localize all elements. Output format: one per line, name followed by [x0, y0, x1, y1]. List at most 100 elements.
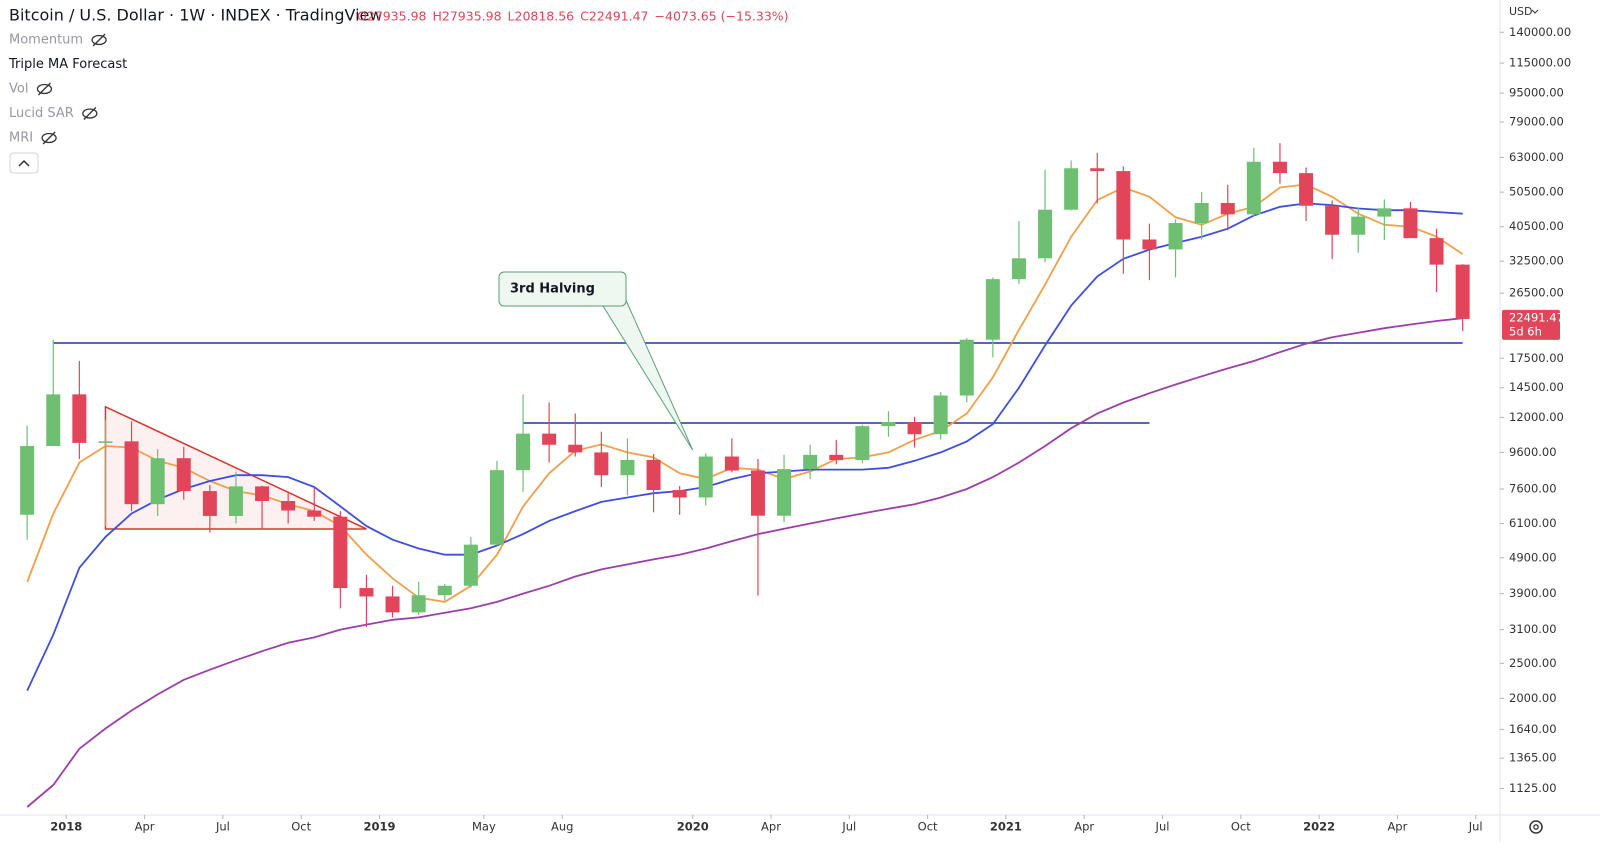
- y-tick-label: 79000.00: [1509, 114, 1564, 128]
- x-tick-label: Oct: [1231, 820, 1251, 834]
- candle-body: [724, 456, 739, 471]
- hidden-eye-icon[interactable]: [41, 132, 57, 144]
- candle-body: [1403, 208, 1418, 239]
- plot-area: [20, 143, 1470, 808]
- currency-caret[interactable]: [1531, 9, 1539, 14]
- x-tick-label: Oct: [291, 820, 311, 834]
- indicator-name: MRI: [9, 131, 33, 146]
- moving-average: [26, 202, 1463, 691]
- candle-body: [202, 491, 217, 516]
- candle-body: [881, 422, 896, 427]
- y-tick-label: 115000.00: [1509, 56, 1571, 70]
- candle-body: [463, 544, 478, 586]
- hidden-eye-slash: [92, 33, 106, 47]
- candle-body: [1168, 223, 1183, 250]
- candle-body: [698, 456, 713, 498]
- candle-body: [855, 426, 870, 461]
- candle-body: [1116, 171, 1131, 240]
- candle-body: [672, 490, 687, 498]
- indicator-name: Lucid SAR: [9, 106, 74, 121]
- candle-body: [1429, 238, 1444, 265]
- hidden-eye-icon[interactable]: [82, 108, 98, 119]
- candle-body: [959, 339, 974, 396]
- moving-average: [26, 183, 1464, 603]
- candle-body: [803, 454, 818, 470]
- candle-body: [1142, 239, 1157, 250]
- candle-body: [1064, 168, 1079, 210]
- x-tick-label: 2019: [363, 820, 395, 834]
- candle-body: [542, 433, 557, 445]
- x-tick-label: Jul: [1155, 820, 1170, 834]
- candle-body: [1090, 168, 1105, 172]
- collapse-button[interactable]: [9, 152, 39, 174]
- candle-body: [829, 454, 844, 461]
- candle-body: [1272, 161, 1287, 174]
- last-price: 22491.47: [1509, 310, 1564, 324]
- candle-body: [46, 394, 61, 446]
- hidden-eye-icon[interactable]: [91, 34, 107, 46]
- y-tick-label: 14500.00: [1509, 380, 1564, 394]
- y-tick-label: 1125.00: [1509, 781, 1557, 795]
- hidden-eye-slash: [42, 131, 56, 145]
- candle-body: [255, 486, 270, 502]
- candle-body: [1377, 208, 1392, 217]
- candle-body: [72, 394, 87, 443]
- candle-body: [307, 510, 322, 517]
- moving-average: [26, 317, 1463, 808]
- y-tick-label: 40500.00: [1509, 219, 1564, 233]
- hidden-eye-icon[interactable]: [36, 83, 53, 95]
- collapse-icon: [18, 159, 30, 167]
- callout-text: 3rd Halving: [510, 282, 595, 297]
- x-tick-label: Apr: [761, 820, 781, 834]
- ohlc-value: O27935.98: [357, 9, 427, 24]
- x-tick-label: Apr: [1387, 820, 1407, 834]
- candle-body: [1194, 202, 1209, 224]
- x-tick-label: Oct: [918, 820, 938, 834]
- x-tick-label: Apr: [135, 820, 155, 834]
- indicator-name: Momentum: [9, 33, 83, 48]
- y-tick-label: 32500.00: [1509, 254, 1564, 268]
- ohlc-value: L20818.56: [508, 9, 575, 24]
- candle-body: [359, 588, 374, 597]
- candle-body: [907, 422, 922, 435]
- candle-body: [568, 444, 583, 453]
- y-tick-label: 6100.00: [1509, 516, 1557, 530]
- callout-pointer: [602, 297, 694, 451]
- ohlc-value: C22491.47: [580, 9, 648, 24]
- y-tick-label: 3900.00: [1509, 586, 1557, 600]
- candle-body: [777, 469, 792, 516]
- candle-body: [437, 585, 452, 596]
- x-tick-label: Apr: [1074, 820, 1094, 834]
- hidden-eye-slash: [37, 82, 51, 96]
- y-tick-label: 95000.00: [1509, 86, 1564, 100]
- candle-body: [620, 459, 635, 476]
- y-tick-label: 9600.00: [1509, 445, 1557, 459]
- candle-body: [1351, 216, 1366, 235]
- y-tick-label: 2500.00: [1509, 656, 1557, 670]
- x-tick-label: Aug: [551, 820, 573, 834]
- candle-body: [985, 279, 1000, 340]
- y-tick-label: 1640.00: [1509, 722, 1557, 736]
- y-tick-label: 2000.00: [1509, 691, 1557, 705]
- candle-body: [1325, 205, 1340, 235]
- candle-body: [646, 459, 661, 491]
- y-tick-label: 1365.00: [1509, 751, 1557, 765]
- hidden-eye-slash: [83, 107, 97, 120]
- y-tick-label: 3100.00: [1509, 622, 1557, 636]
- candle-body: [411, 595, 426, 613]
- ohlc-value: −4073.65 (−15.33%): [655, 9, 789, 24]
- candle-body: [20, 445, 35, 515]
- x-tick-label: 2021: [990, 820, 1022, 834]
- x-tick-label: 2020: [677, 820, 709, 834]
- y-tick-label: 26500.00: [1509, 286, 1564, 300]
- candle-body: [333, 516, 348, 589]
- candle-body: [150, 458, 165, 505]
- currency[interactable]: USD: [1509, 5, 1533, 18]
- candle-body: [385, 596, 400, 613]
- x-tick-label: Jul: [1468, 820, 1483, 834]
- y-tick-label: 140000.00: [1509, 25, 1571, 39]
- candle-body: [124, 441, 139, 505]
- settings-icon[interactable]: [1529, 820, 1543, 834]
- ohlc-value: H27935.98: [432, 9, 501, 24]
- candle-body: [98, 441, 113, 443]
